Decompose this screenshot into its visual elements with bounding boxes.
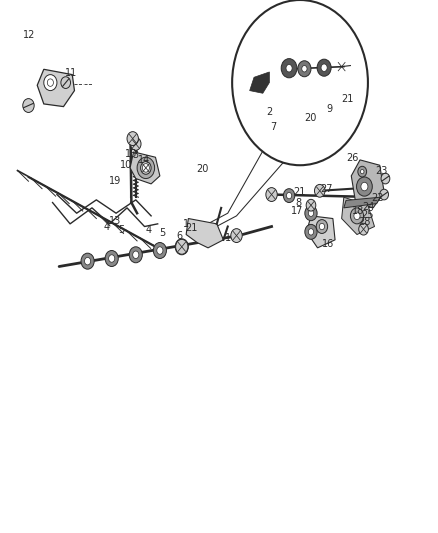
Circle shape (319, 223, 325, 230)
Text: 14: 14 (138, 155, 150, 165)
Text: 5: 5 (159, 229, 165, 238)
Text: 25: 25 (362, 210, 374, 220)
Text: 21: 21 (293, 188, 305, 197)
Circle shape (358, 166, 367, 177)
Circle shape (380, 189, 389, 200)
Polygon shape (349, 60, 357, 70)
Circle shape (133, 251, 139, 259)
Circle shape (175, 239, 188, 255)
Polygon shape (186, 219, 223, 248)
Text: 17: 17 (291, 206, 303, 215)
Circle shape (141, 161, 151, 174)
Text: 21: 21 (341, 94, 353, 103)
Text: 10: 10 (120, 160, 132, 170)
Text: 11: 11 (65, 68, 78, 78)
Polygon shape (351, 160, 384, 208)
Text: 7: 7 (270, 122, 276, 132)
Text: 6: 6 (177, 231, 183, 240)
Circle shape (305, 224, 317, 239)
Polygon shape (342, 197, 374, 235)
Text: 4: 4 (103, 222, 110, 232)
Text: 13: 13 (109, 216, 121, 226)
Text: 21: 21 (185, 223, 198, 233)
Text: 15: 15 (125, 149, 138, 158)
Circle shape (359, 223, 368, 235)
Text: 9: 9 (327, 104, 333, 114)
Text: 28: 28 (358, 217, 370, 227)
Circle shape (137, 157, 155, 179)
Text: 23: 23 (376, 166, 388, 176)
Circle shape (129, 247, 142, 263)
Text: 16: 16 (322, 239, 335, 249)
Polygon shape (307, 216, 335, 248)
Circle shape (153, 243, 166, 259)
Circle shape (131, 138, 141, 150)
Text: 18: 18 (352, 206, 364, 216)
Circle shape (360, 169, 364, 174)
Circle shape (286, 192, 292, 199)
Circle shape (306, 199, 316, 211)
Text: 20: 20 (197, 164, 209, 174)
Circle shape (109, 255, 115, 262)
Text: 24: 24 (363, 202, 375, 212)
Circle shape (316, 220, 328, 233)
Circle shape (231, 229, 242, 243)
Circle shape (142, 164, 149, 172)
Circle shape (127, 132, 138, 146)
Circle shape (321, 64, 327, 71)
Polygon shape (37, 69, 74, 107)
Circle shape (354, 212, 360, 220)
Circle shape (302, 66, 307, 72)
Text: 26: 26 (346, 154, 359, 163)
Circle shape (81, 253, 94, 269)
Polygon shape (250, 72, 269, 93)
Circle shape (283, 189, 295, 203)
Text: 4: 4 (146, 225, 152, 235)
Circle shape (281, 59, 297, 78)
Circle shape (23, 99, 34, 112)
Circle shape (232, 0, 368, 165)
Circle shape (317, 59, 331, 76)
Text: 3: 3 (132, 150, 138, 159)
Circle shape (286, 64, 292, 72)
Circle shape (308, 229, 314, 235)
Text: 12: 12 (23, 30, 35, 39)
Polygon shape (344, 197, 380, 208)
Polygon shape (130, 152, 160, 184)
Circle shape (357, 177, 372, 196)
Text: 8: 8 (296, 198, 302, 207)
Text: 2: 2 (266, 107, 272, 117)
Circle shape (266, 188, 277, 201)
Circle shape (44, 75, 57, 91)
Circle shape (176, 239, 188, 254)
Circle shape (361, 182, 368, 191)
Text: 20: 20 (304, 114, 316, 123)
Circle shape (179, 243, 185, 251)
Circle shape (47, 79, 53, 86)
Circle shape (314, 184, 325, 197)
Text: 5: 5 (118, 225, 124, 235)
Circle shape (61, 77, 71, 88)
Circle shape (308, 210, 314, 216)
Text: 27: 27 (320, 184, 332, 194)
Circle shape (105, 251, 118, 266)
Circle shape (336, 60, 347, 74)
Circle shape (305, 206, 317, 221)
Text: 1: 1 (225, 233, 231, 243)
Text: 1: 1 (183, 219, 189, 229)
Text: 22: 22 (371, 193, 384, 203)
Circle shape (85, 257, 91, 265)
Circle shape (157, 247, 163, 254)
Circle shape (381, 173, 390, 184)
Circle shape (298, 61, 311, 77)
Text: 19: 19 (109, 176, 121, 186)
Circle shape (350, 208, 364, 224)
